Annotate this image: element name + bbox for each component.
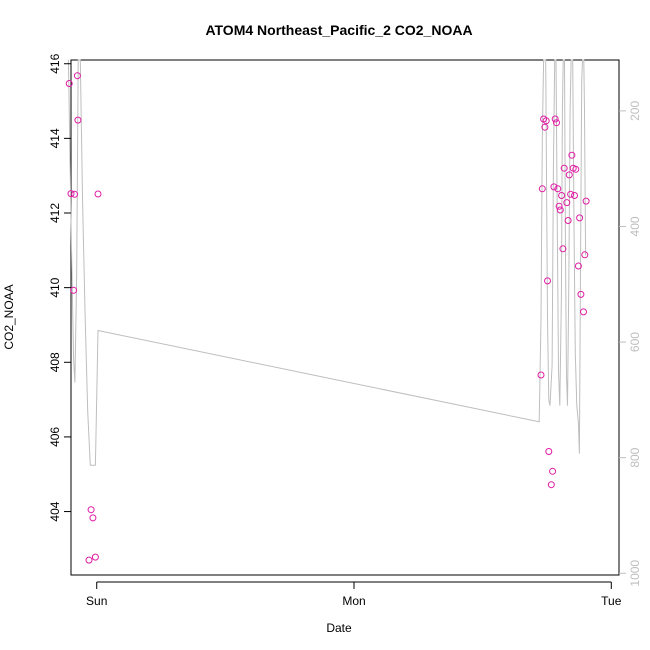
- co2-series: [65, 72, 590, 564]
- x-axis-label: Date: [326, 621, 352, 635]
- data-point: [545, 448, 553, 455]
- y-tick-label: 416: [48, 53, 62, 73]
- data-point: [564, 217, 572, 224]
- data-point: [576, 214, 584, 222]
- data-point: [67, 190, 75, 198]
- data-point: [559, 245, 567, 253]
- data-point: [542, 117, 550, 125]
- y2-tick-label: 200: [628, 101, 642, 121]
- data-point: [537, 371, 545, 379]
- data-point: [538, 185, 546, 193]
- y-axis-right: 200 400 600 800 1000: [619, 101, 642, 587]
- y-tick-label: 408: [48, 352, 62, 372]
- data-point: [567, 190, 575, 198]
- data-point: [71, 190, 79, 198]
- x-tick-label: Sun: [86, 594, 107, 608]
- y-tick-label: 414: [48, 128, 62, 148]
- data-point: [558, 192, 566, 199]
- data-point: [85, 556, 93, 564]
- data-point: [565, 171, 573, 179]
- data-point: [91, 553, 99, 561]
- y-tick-label: 404: [48, 501, 62, 521]
- y-tick-label: 406: [48, 427, 62, 447]
- y2-tick-label: 1000: [628, 560, 642, 587]
- data-point: [560, 164, 568, 172]
- pressure-series: [67, 59, 587, 466]
- x-tick-label: Tue: [601, 594, 622, 608]
- data-point: [89, 514, 97, 522]
- data-point: [74, 116, 82, 124]
- y-axis-left: 404 406 408 410 412 414 416: [48, 53, 71, 522]
- data-point: [555, 202, 563, 210]
- data-point: [571, 192, 578, 199]
- x-tick-label: Mon: [342, 594, 365, 608]
- y2-tick-label: 600: [628, 332, 642, 352]
- y2-tick-label: 400: [628, 216, 642, 236]
- data-point: [94, 190, 102, 198]
- data-point: [572, 165, 580, 173]
- data-point: [554, 185, 562, 193]
- data-point: [87, 506, 95, 514]
- data-point: [73, 72, 81, 80]
- pressure-line: [67, 59, 587, 466]
- x-axis: Sun Mon Tue: [86, 581, 622, 608]
- data-point: [556, 206, 564, 214]
- data-point: [574, 262, 582, 270]
- data-point: [580, 308, 587, 316]
- data-point: [553, 119, 560, 127]
- y-tick-label: 410: [48, 277, 62, 297]
- data-point: [547, 481, 555, 489]
- data-point: [577, 290, 585, 298]
- data-point: [65, 80, 73, 87]
- y2-tick-label: 800: [628, 447, 642, 467]
- data-point: [70, 286, 78, 294]
- data-point: [544, 277, 551, 285]
- data-point: [568, 151, 576, 159]
- data-point: [549, 467, 557, 475]
- y-tick-label: 412: [48, 203, 62, 223]
- y-axis-label: CO2_NOAA: [2, 284, 16, 349]
- data-point: [550, 183, 558, 191]
- data-point: [581, 251, 589, 259]
- chart-title: ATOM4 Northeast_Pacific_2 CO2_NOAA: [205, 22, 472, 38]
- data-point: [563, 199, 571, 207]
- data-point: [582, 197, 590, 205]
- data-point: [541, 123, 549, 131]
- plot-frame: [70, 59, 620, 576]
- data-point: [551, 115, 559, 123]
